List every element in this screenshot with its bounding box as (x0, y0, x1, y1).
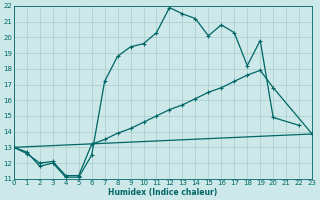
X-axis label: Humidex (Indice chaleur): Humidex (Indice chaleur) (108, 188, 218, 197)
